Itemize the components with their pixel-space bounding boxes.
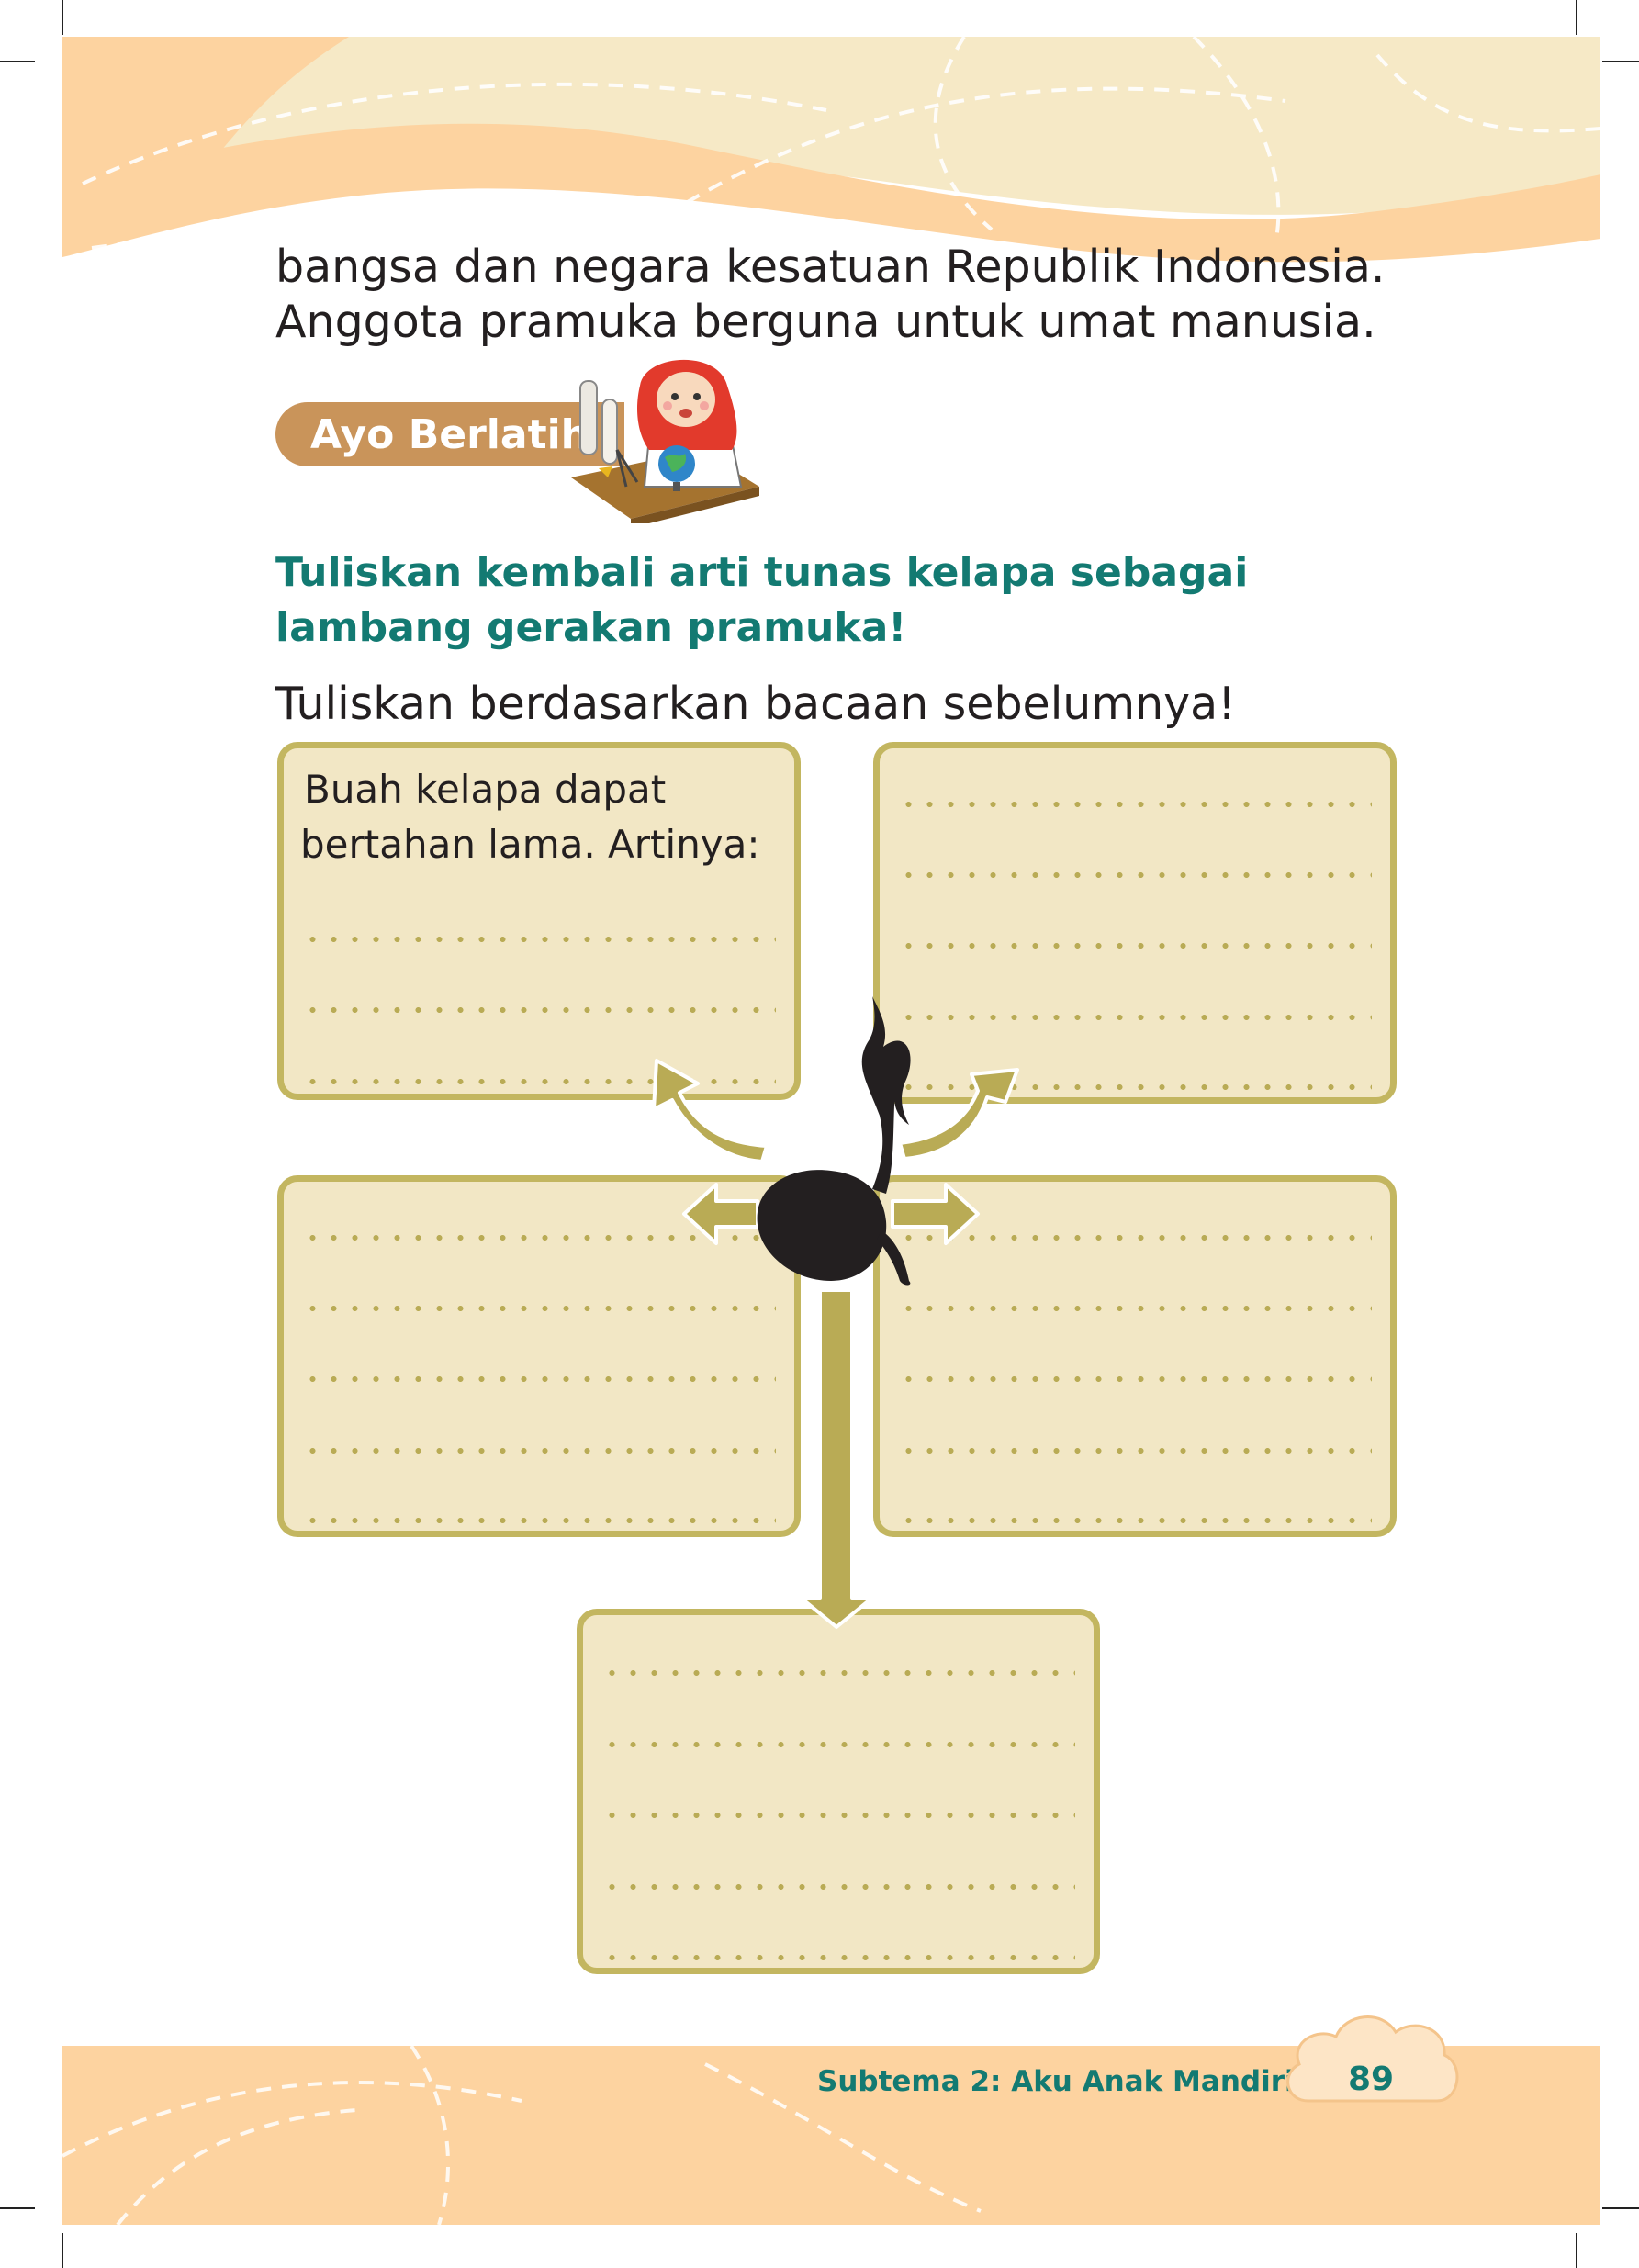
arrow-icon <box>799 1288 874 1629</box>
answer-box-bottom[interactable] <box>577 1609 1100 1974</box>
dotted-answer-line[interactable] <box>898 802 1372 807</box>
dotted-answer-line[interactable] <box>601 1670 1075 1676</box>
dotted-answer-line[interactable] <box>601 1813 1075 1818</box>
dotted-answer-line[interactable] <box>898 1015 1372 1020</box>
page-number: 89 <box>1348 2060 1395 2098</box>
dotted-answer-line[interactable] <box>302 1518 776 1523</box>
dotted-answer-line[interactable] <box>302 1306 776 1311</box>
answer-box-top-left[interactable]: Buah kelapa dapat bertahan lama. Artinya… <box>277 742 801 1100</box>
dotted-answer-line[interactable] <box>898 943 1372 949</box>
crop-mark <box>1576 0 1577 35</box>
crop-mark <box>62 2233 63 2268</box>
dotted-answer-line[interactable] <box>302 937 776 942</box>
crop-mark <box>62 0 63 35</box>
answer-box-top-right[interactable] <box>873 742 1397 1104</box>
box-prompt: Buah kelapa dapat <box>304 767 667 812</box>
dotted-answer-line[interactable] <box>302 1376 776 1382</box>
dotted-answer-line[interactable] <box>898 1376 1372 1382</box>
box-prompt: bertahan lama. Artinya: <box>300 822 760 867</box>
crop-mark <box>1576 2233 1577 2268</box>
dotted-answer-line[interactable] <box>898 1084 1372 1090</box>
page-number-cloud-icon <box>1286 2015 1459 2103</box>
dotted-answer-line[interactable] <box>898 1306 1372 1311</box>
dotted-answer-line[interactable] <box>898 872 1372 878</box>
dotted-answer-line[interactable] <box>601 1742 1075 1747</box>
answer-box-middle-right[interactable] <box>873 1175 1397 1537</box>
dotted-answer-line[interactable] <box>601 1955 1075 1960</box>
crop-mark <box>0 2207 35 2209</box>
instruction-subtext: Tuliskan berdasarkan bacaan sebelumnya! <box>275 678 1236 730</box>
dotted-answer-line[interactable] <box>898 1448 1372 1454</box>
section-badge-label: Ayo Berlatih <box>310 410 590 458</box>
girl-with-globe-illustration <box>571 359 759 523</box>
dotted-answer-line[interactable] <box>302 1448 776 1454</box>
instruction-heading: lambang gerakan pramuka! <box>275 604 907 651</box>
answer-box-middle-left[interactable] <box>277 1175 801 1537</box>
dotted-answer-line[interactable] <box>898 1518 1372 1523</box>
body-text-line: Anggota pramuka berguna untuk umat manus… <box>275 296 1376 348</box>
instruction-heading: Tuliskan kembali arti tunas kelapa sebag… <box>275 549 1249 596</box>
section-badge: Ayo Berlatih <box>275 402 624 466</box>
crop-mark <box>1602 61 1639 62</box>
dotted-answer-line[interactable] <box>302 1007 776 1013</box>
dotted-answer-line[interactable] <box>898 1235 1372 1241</box>
dotted-answer-line[interactable] <box>302 1079 776 1084</box>
footer-subtheme: Subtema 2: Aku Anak Mandiri <box>817 2065 1295 2098</box>
crop-mark <box>1602 2207 1639 2209</box>
dotted-answer-line[interactable] <box>601 1884 1075 1890</box>
crop-mark <box>0 61 35 62</box>
header-band <box>62 35 1601 303</box>
dotted-answer-line[interactable] <box>302 1235 776 1241</box>
body-text-line: bangsa dan negara kesatuan Republik Indo… <box>275 241 1386 293</box>
